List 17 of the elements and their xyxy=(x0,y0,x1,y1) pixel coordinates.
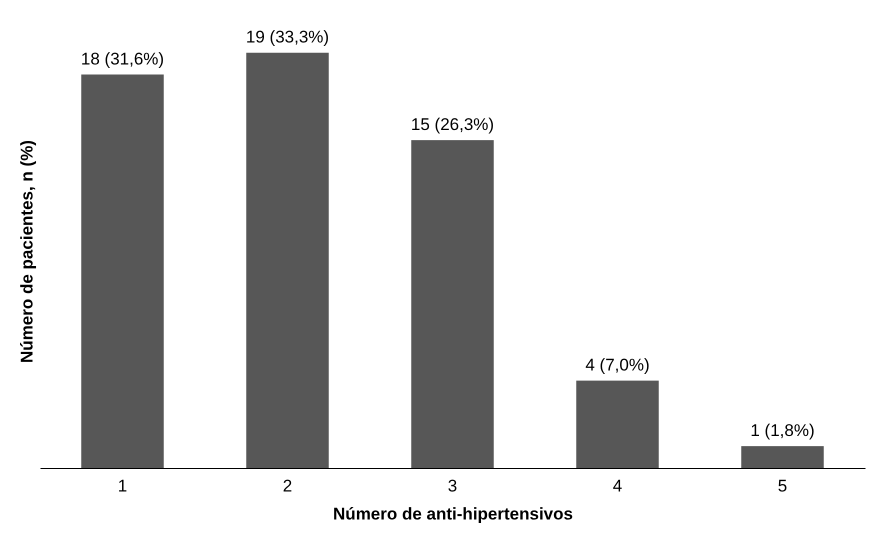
bar xyxy=(246,52,329,468)
data-label: 19 (33,3%) xyxy=(246,28,330,47)
x-axis-title: Número de anti-hipertensivos xyxy=(333,504,573,524)
x-tick-label: 1 xyxy=(118,476,128,496)
bar xyxy=(576,380,659,468)
y-axis-title: Número de pacientes, n (%) xyxy=(18,140,36,363)
data-label: 4 (7,0%) xyxy=(585,356,650,375)
data-label: 15 (26,3%) xyxy=(410,115,494,134)
x-tick-label: 3 xyxy=(448,476,458,496)
data-label: 18 (31,6%) xyxy=(80,50,164,69)
x-tick-label: 5 xyxy=(778,476,788,496)
x-tick-label: 4 xyxy=(612,476,622,496)
bar xyxy=(741,446,824,468)
x-tick-label: 2 xyxy=(282,476,292,496)
data-label: 1 (1,8%) xyxy=(750,421,815,440)
bar xyxy=(411,140,494,468)
bar xyxy=(81,74,164,468)
